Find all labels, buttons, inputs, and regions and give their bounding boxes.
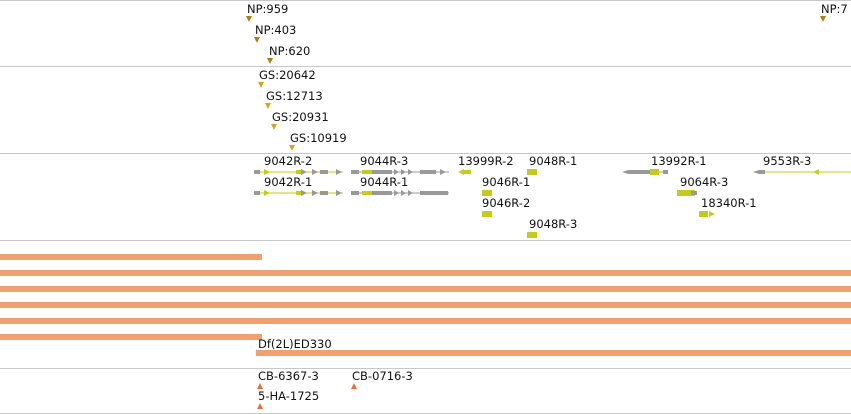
- track-separator: [0, 66, 851, 67]
- insertion-marker-icon[interactable]: [351, 383, 357, 389]
- gs-feature-label: GS:12713: [266, 89, 323, 103]
- gs-feature-marker-icon[interactable]: [258, 82, 264, 88]
- np-feature-label: NP:7: [821, 2, 848, 16]
- gene-model-9042R-2[interactable]: [254, 169, 343, 175]
- np-feature-label: NP:959: [247, 2, 289, 16]
- transcript-label[interactable]: 9553R-3: [763, 154, 812, 168]
- np-feature-label: NP:403: [255, 23, 297, 37]
- gs-feature-label: GS:20642: [259, 68, 316, 82]
- transcript-label[interactable]: 18340R-1: [701, 196, 757, 210]
- gene-model-9553R-3[interactable]: [753, 169, 851, 175]
- np-feature-marker-icon[interactable]: [820, 16, 826, 22]
- gene-model-9044R-3[interactable]: [351, 169, 449, 175]
- transcript-label[interactable]: 9046R-2: [482, 196, 531, 210]
- insertion-label: CB-0716-3: [352, 369, 413, 383]
- transcript-label[interactable]: 9064R-3: [680, 175, 729, 189]
- np-feature-marker-icon[interactable]: [267, 58, 273, 64]
- insertion-marker-icon[interactable]: [257, 383, 263, 389]
- gs-feature-marker-icon[interactable]: [265, 103, 271, 109]
- transcript-label[interactable]: 9048R-1: [529, 154, 578, 168]
- gene-model-13999R-2[interactable]: [458, 169, 471, 175]
- insertion-label: CB-6367-3: [258, 369, 319, 383]
- transcript-label[interactable]: 9042R-2: [264, 154, 313, 168]
- track-separator: [0, 240, 851, 241]
- deficiency-bar[interactable]: [0, 302, 851, 308]
- track-separator: [0, 153, 851, 154]
- deficiency-bar[interactable]: [256, 350, 851, 356]
- np-feature-marker-icon[interactable]: [246, 16, 252, 22]
- np-feature-label: NP:620: [269, 44, 311, 58]
- gs-feature-marker-icon[interactable]: [289, 145, 295, 151]
- gs-feature-label: GS:10919: [290, 131, 347, 145]
- np-feature-marker-icon[interactable]: [254, 37, 260, 43]
- gene-model-9064R-3[interactable]: [677, 190, 697, 196]
- gene-model-9046R-1[interactable]: [482, 190, 492, 196]
- deficiency-bar[interactable]: [0, 318, 851, 324]
- gs-feature-label: GS:20931: [272, 110, 329, 124]
- gs-feature-marker-icon[interactable]: [271, 124, 277, 130]
- gene-model-18340R-1[interactable]: [699, 211, 715, 217]
- track-separator: [0, 0, 851, 1]
- transcript-label[interactable]: 9044R-1: [360, 175, 409, 189]
- gene-model-9042R-1[interactable]: [254, 190, 343, 196]
- transcript-label[interactable]: 9044R-3: [360, 154, 409, 168]
- transcript-label[interactable]: 13999R-2: [458, 154, 514, 168]
- deficiency-label[interactable]: Df(2L)ED330: [258, 337, 332, 351]
- transcript-label[interactable]: 9046R-1: [482, 175, 531, 189]
- transcript-label[interactable]: 9042R-1: [264, 175, 313, 189]
- track-separator: [0, 368, 851, 369]
- deficiency-bar[interactable]: [0, 270, 851, 276]
- gene-model-9048R-1[interactable]: [527, 169, 537, 175]
- transcript-label[interactable]: 9048R-3: [529, 217, 578, 231]
- insertion-label: 5-HA-1725: [258, 389, 320, 403]
- gene-model-9044R-1[interactable]: [351, 190, 449, 196]
- gene-model-13992R-1[interactable]: [622, 169, 668, 175]
- transcript-label[interactable]: 13992R-1: [651, 154, 707, 168]
- deficiency-bar[interactable]: [0, 254, 262, 260]
- deficiency-bar[interactable]: [0, 286, 851, 292]
- deficiency-bar[interactable]: [0, 334, 262, 340]
- gene-model-9046R-2[interactable]: [482, 211, 492, 217]
- insertion-marker-icon[interactable]: [257, 403, 263, 409]
- gene-model-9048R-3[interactable]: [527, 232, 537, 238]
